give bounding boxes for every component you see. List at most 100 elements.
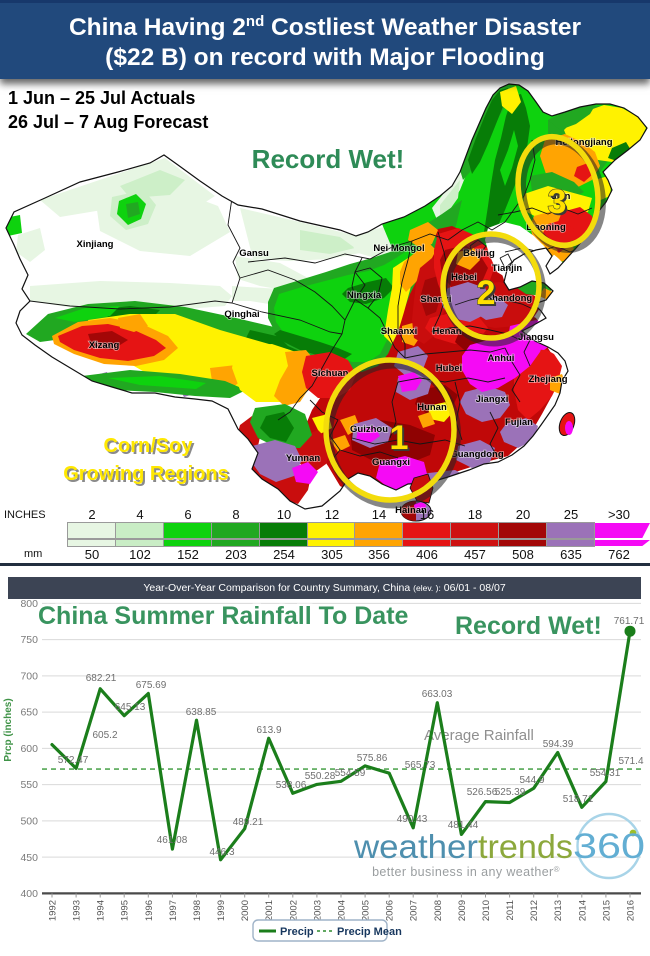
svg-text:2008: 2008 [433, 900, 444, 921]
svg-text:550: 550 [20, 779, 38, 791]
svg-text:663.03: 663.03 [422, 689, 453, 700]
svg-text:better business in any weather: better business in any weather® [372, 865, 560, 879]
svg-text:538.06: 538.06 [276, 780, 307, 791]
svg-text:Corn/Soy: Corn/Soy [104, 435, 194, 457]
svg-text:1: 1 [390, 419, 409, 457]
svg-text:565.73: 565.73 [405, 760, 436, 771]
svg-text:Sichuan: Sichuan [312, 368, 349, 379]
svg-text:Shandong: Shandong [486, 293, 533, 304]
svg-text:526.56: 526.56 [467, 787, 498, 798]
svg-text:Yunnan: Yunnan [286, 453, 321, 464]
svg-text:600: 600 [20, 743, 38, 755]
svg-text:481.44: 481.44 [448, 820, 479, 831]
svg-text:Tianjin: Tianjin [492, 263, 523, 274]
svg-text:544.9: 544.9 [519, 775, 544, 786]
svg-text:800: 800 [20, 598, 38, 610]
svg-text:571.4: 571.4 [618, 756, 643, 767]
svg-text:554.59: 554.59 [335, 768, 366, 779]
svg-text:Nei Mongol: Nei Mongol [373, 243, 424, 254]
svg-text:Record Wet!: Record Wet! [253, 146, 406, 176]
svg-text:Fujian: Fujian [505, 417, 533, 428]
svg-text:1996: 1996 [144, 900, 155, 921]
svg-text:2001: 2001 [264, 900, 275, 921]
svg-text:1997: 1997 [168, 900, 179, 921]
svg-text:2011: 2011 [505, 900, 516, 920]
svg-text:554.31: 554.31 [590, 768, 621, 779]
svg-text:645.13: 645.13 [115, 702, 146, 713]
svg-text:446.3: 446.3 [209, 847, 234, 858]
svg-text:525.39: 525.39 [495, 787, 526, 798]
svg-text:518.71: 518.71 [563, 794, 594, 805]
svg-text:1998: 1998 [192, 900, 203, 921]
svg-text:2004: 2004 [337, 900, 348, 921]
svg-text:Beijing: Beijing [463, 248, 495, 259]
svg-text:2016: 2016 [626, 900, 637, 921]
svg-text:2000: 2000 [240, 900, 251, 921]
svg-text:Qinghai: Qinghai [224, 309, 259, 320]
svg-text:Ningxia: Ningxia [347, 290, 382, 301]
svg-text:Record Wet!: Record Wet! [252, 144, 405, 174]
svg-text:1994: 1994 [96, 900, 107, 921]
svg-text:489.21: 489.21 [233, 817, 264, 828]
svg-text:675.69: 675.69 [136, 680, 167, 691]
svg-text:360: 360 [573, 827, 645, 866]
svg-text:761.71: 761.71 [614, 616, 645, 627]
svg-text:2013: 2013 [553, 900, 564, 921]
svg-text:Anhui: Anhui [488, 353, 515, 364]
svg-text:682.21: 682.21 [86, 673, 117, 684]
svg-text:400: 400 [20, 888, 38, 900]
svg-text:2006: 2006 [385, 900, 396, 921]
svg-text:1992: 1992 [48, 900, 59, 921]
svg-text:2014: 2014 [577, 900, 588, 921]
svg-text:Prcp (inches): Prcp (inches) [3, 698, 14, 761]
svg-text:461.08: 461.08 [157, 835, 188, 846]
svg-text:Growing Regions: Growing Regions [63, 463, 229, 485]
svg-text:638.85: 638.85 [186, 707, 217, 718]
svg-text:594.39: 594.39 [543, 739, 574, 750]
svg-text:1999: 1999 [216, 900, 227, 921]
svg-text:2012: 2012 [529, 900, 540, 921]
svg-text:Jilin: Jilin [551, 191, 570, 202]
svg-text:Growing Regions: Growing Regions [65, 465, 231, 487]
svg-text:3: 3 [550, 185, 569, 223]
svg-text:1995: 1995 [120, 900, 131, 921]
svg-text:Shaanxi: Shaanxi [381, 326, 417, 337]
svg-text:550.28: 550.28 [305, 771, 336, 782]
svg-text:2002: 2002 [288, 900, 299, 921]
svg-text:575.86: 575.86 [357, 753, 388, 764]
svg-text:2: 2 [479, 276, 498, 314]
svg-text:1: 1 [392, 421, 411, 459]
svg-text:Guangxi: Guangxi [372, 457, 410, 468]
svg-text:605.2: 605.2 [92, 730, 117, 741]
svg-text:weather: weather [353, 828, 478, 865]
svg-text:Henan: Henan [432, 326, 461, 337]
svg-text:Gansu: Gansu [239, 248, 269, 259]
svg-text:2003: 2003 [312, 900, 323, 921]
svg-text:Precip Mean: Precip Mean [337, 926, 402, 938]
svg-text:572.47: 572.47 [58, 755, 89, 766]
svg-text:Guizhou: Guizhou [350, 424, 388, 435]
svg-text:Zhejiang: Zhejiang [528, 374, 567, 385]
svg-text:Xizang: Xizang [89, 340, 120, 351]
svg-text:2015: 2015 [601, 900, 612, 921]
svg-text:750: 750 [20, 634, 38, 646]
svg-text:490.43: 490.43 [397, 814, 428, 825]
svg-text:Precip: Precip [280, 926, 314, 938]
svg-text:Average Rainfall: Average Rainfall [424, 727, 534, 744]
svg-text:Jiangxi: Jiangxi [476, 394, 509, 405]
svg-text:650: 650 [20, 707, 38, 719]
svg-text:2007: 2007 [409, 900, 420, 921]
svg-text:1993: 1993 [72, 900, 83, 921]
svg-text:700: 700 [20, 671, 38, 683]
svg-text:Hunan: Hunan [417, 402, 447, 413]
svg-text:2: 2 [477, 274, 496, 312]
svg-text:Corn/Soy: Corn/Soy [106, 437, 196, 459]
svg-text:450: 450 [20, 852, 38, 864]
svg-text:2010: 2010 [481, 900, 492, 921]
svg-text:Xinjiang: Xinjiang [77, 239, 114, 250]
svg-text:China Summer Rainfall To Date: China Summer Rainfall To Date [38, 602, 409, 630]
svg-text:2005: 2005 [361, 900, 372, 921]
svg-text:613.9: 613.9 [256, 725, 281, 736]
svg-text:500: 500 [20, 816, 38, 828]
svg-text:trends: trends [478, 828, 573, 865]
